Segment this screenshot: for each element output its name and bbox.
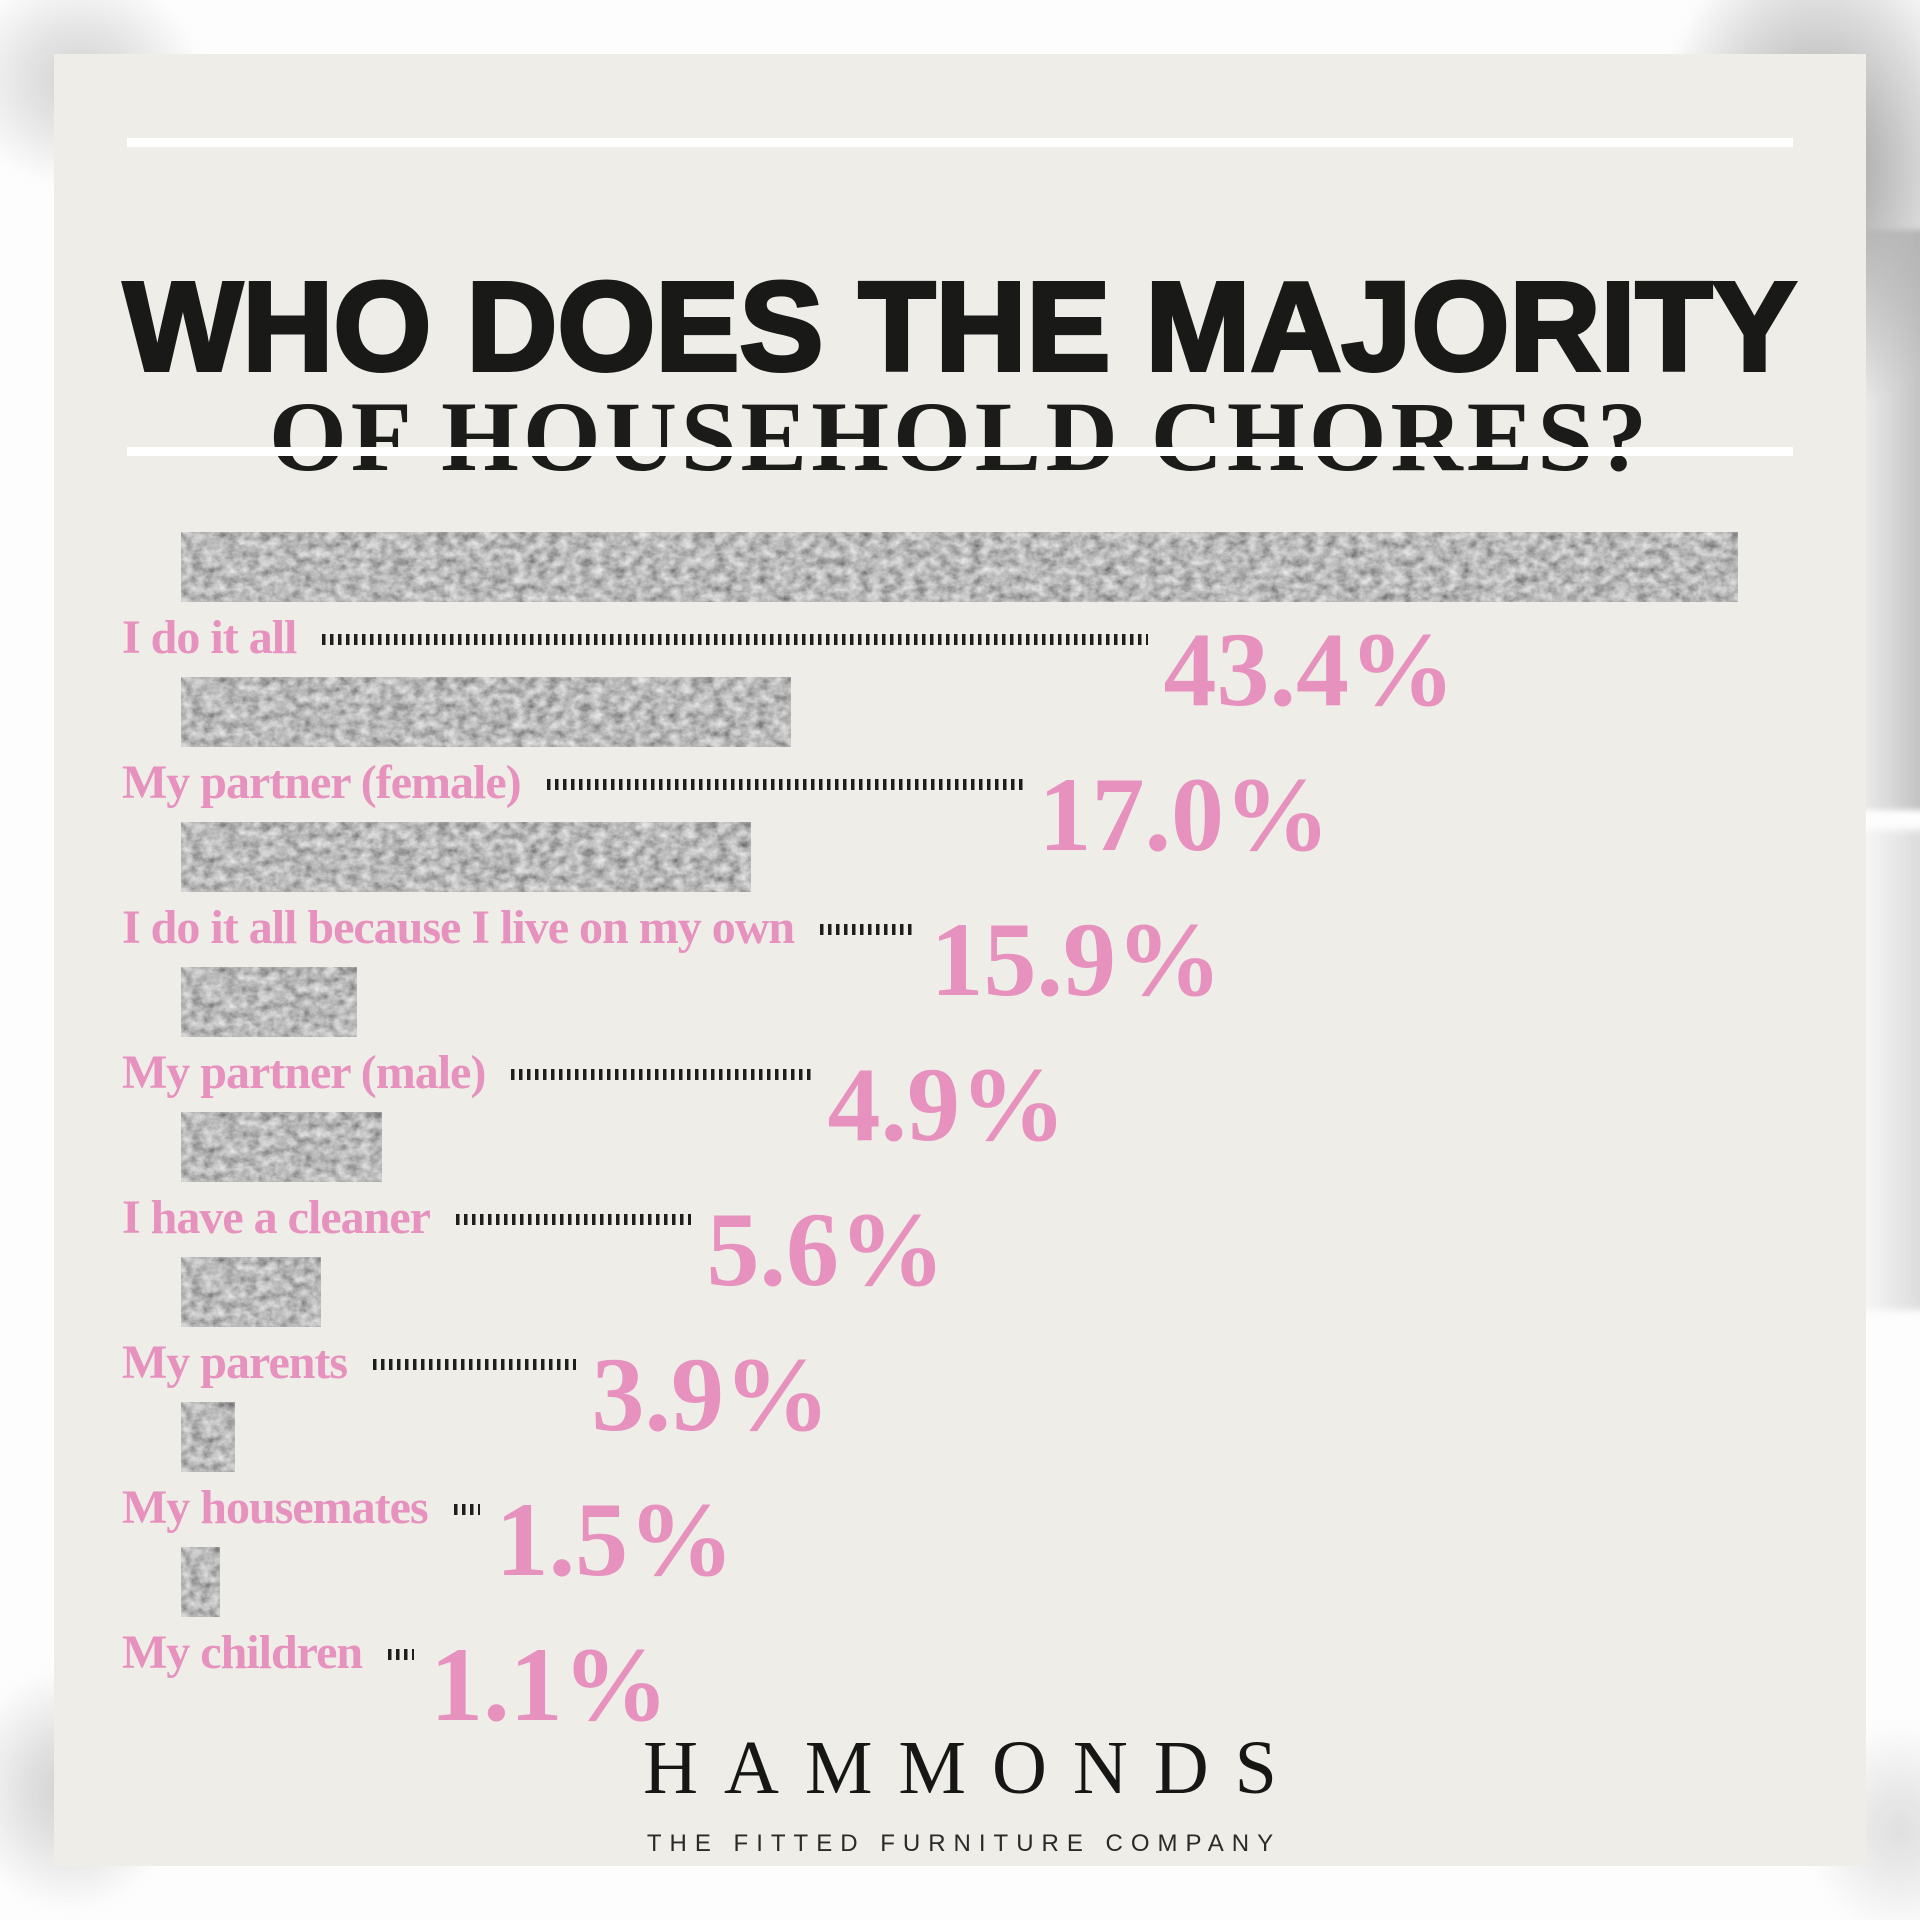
category-label: My children — [122, 1626, 363, 1679]
value-label: 1.1% — [430, 1626, 669, 1743]
bar-row-my-housemates: My housemates 1.5% — [122, 1402, 1798, 1593]
bar — [181, 1257, 321, 1327]
bar-row-my-partner-female: My partner (female) 17.0% — [122, 677, 1798, 868]
dotted-leader-line — [373, 1359, 576, 1370]
value-label: 43.4% — [1163, 611, 1456, 728]
bar-meta: I do it all because I live on my own 15.… — [122, 901, 1223, 1018]
dotted-leader-line — [388, 1649, 415, 1660]
value-label: 15.9% — [930, 901, 1223, 1018]
bar — [181, 1112, 382, 1182]
dotted-leader-line — [511, 1069, 812, 1080]
bar-row-my-parents: My parents 3.9% — [122, 1257, 1798, 1448]
bar-row-my-partner-male: My partner (male) 4.9% — [122, 967, 1798, 1158]
dotted-leader-line — [453, 1504, 480, 1515]
bar-row-my-children: My children 1.1% — [122, 1547, 1798, 1738]
bar-meta: My parents 3.9% — [122, 1336, 831, 1453]
bar — [181, 1547, 220, 1617]
bar-meta: I do it all 43.4% — [122, 611, 1456, 728]
bar-meta: My partner (female) 17.0% — [122, 756, 1331, 873]
divider-line-middle — [127, 447, 1793, 456]
value-label: 4.9% — [827, 1046, 1067, 1163]
category-label: I do it all — [122, 611, 297, 664]
value-label: 5.6% — [706, 1191, 946, 1308]
bar-chart: I do it all 43.4% My partner (female) 17… — [122, 532, 1798, 1738]
infographic-card: WHO DOES THE MAJORITY OF HOUSEHOLD CHORE… — [54, 54, 1866, 1866]
value-label: 17.0% — [1038, 756, 1331, 873]
bar-row-live-on-my-own: I do it all because I live on my own 15.… — [122, 822, 1798, 1013]
bar — [181, 677, 791, 747]
divider-line-top — [127, 138, 1793, 147]
category-label: My parents — [122, 1336, 348, 1389]
category-label: My housemates — [122, 1481, 429, 1534]
bar-meta: I have a cleaner 5.6% — [122, 1191, 946, 1308]
value-label: 3.9% — [591, 1336, 831, 1453]
category-label: My partner (male) — [122, 1046, 486, 1099]
bar — [181, 532, 1738, 602]
bar — [181, 1402, 235, 1472]
dotted-leader-line — [322, 634, 1148, 645]
bar — [181, 822, 751, 892]
dotted-leader-line — [820, 924, 915, 935]
bar-meta: My partner (male) 4.9% — [122, 1046, 1067, 1163]
brand-tagline: THE FITTED FURNITURE COMPANY — [646, 1830, 1282, 1857]
bar — [181, 967, 357, 1037]
bar-meta: My children 1.1% — [122, 1626, 669, 1738]
dotted-leader-line — [455, 1214, 691, 1225]
page-title-line1: WHO DOES THE MAJORITY — [121, 256, 1798, 398]
page-title-line2: OF HOUSEHOLD CHORES? — [268, 381, 1652, 492]
category-label: My partner (female) — [122, 756, 522, 809]
value-label: 1.5% — [495, 1481, 735, 1598]
bar-row-i-have-a-cleaner: I have a cleaner 5.6% — [122, 1112, 1798, 1303]
bar-row-i-do-it-all: I do it all 43.4% — [122, 532, 1798, 723]
brand-logo-hammonds: HAMMONDS — [643, 1726, 1303, 1810]
dotted-leader-line — [546, 779, 1023, 790]
category-label: I do it all because I live on my own — [122, 901, 795, 954]
bar-meta: My housemates 1.5% — [122, 1481, 734, 1593]
category-label: I have a cleaner — [122, 1191, 431, 1244]
